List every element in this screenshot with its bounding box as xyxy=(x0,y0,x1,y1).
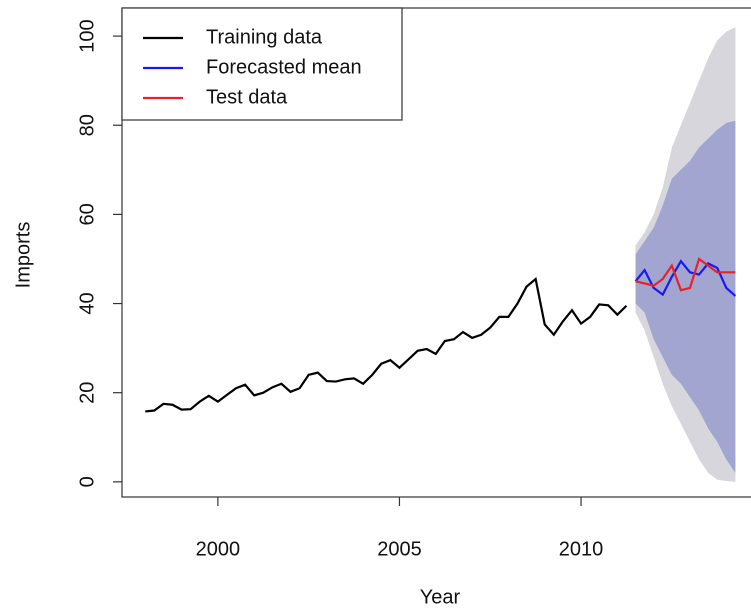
y-tick-label: 20 xyxy=(76,382,98,404)
series-line xyxy=(635,257,736,292)
x-tick-label: 2000 xyxy=(196,538,241,560)
x-tick-label: 2010 xyxy=(559,538,604,560)
plot-area xyxy=(145,27,737,482)
y-tick-label: 40 xyxy=(76,292,98,314)
y-tick-label: 60 xyxy=(76,203,98,225)
x-tick-label: 2005 xyxy=(377,538,422,560)
series-line xyxy=(145,276,628,413)
legend-label: Training data xyxy=(206,26,323,48)
y-tick-label: 0 xyxy=(76,476,98,487)
legend-box xyxy=(121,7,403,121)
y-axis-label: Imports xyxy=(12,222,34,289)
legend-label: Test data xyxy=(206,86,288,108)
plot-frame xyxy=(121,7,751,498)
interval-band xyxy=(635,120,736,473)
legend-label: Forecasted mean xyxy=(206,56,362,78)
y-tick-label: 100 xyxy=(76,19,98,52)
x-axis-label: Year xyxy=(420,586,461,608)
y-tick-label: 80 xyxy=(76,114,98,136)
